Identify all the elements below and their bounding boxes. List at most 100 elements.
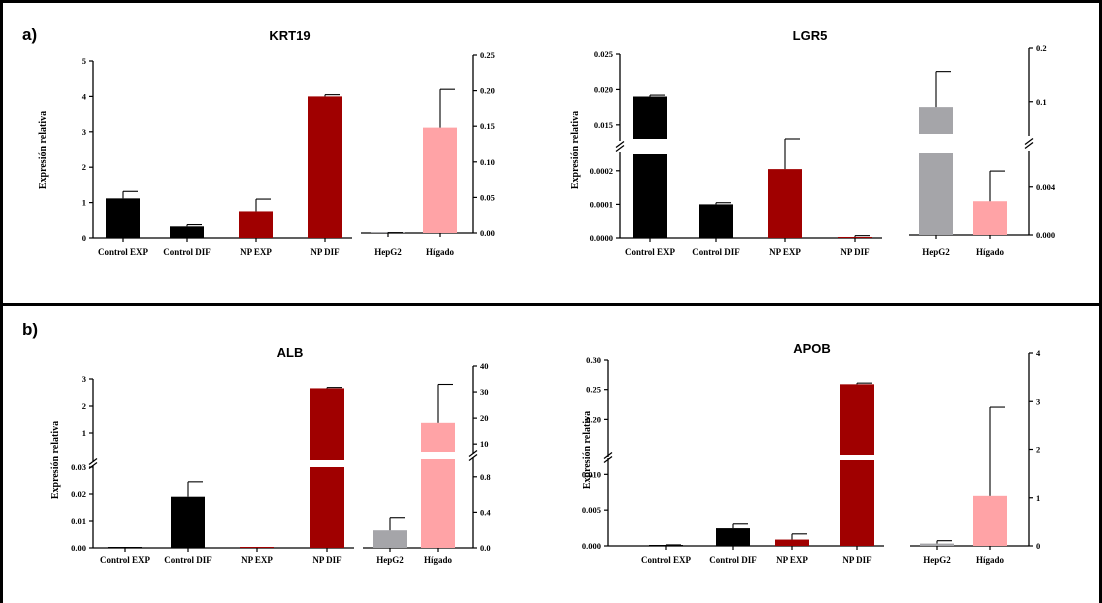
alb-chart-bar-hepg2: [373, 530, 407, 548]
alb-chart-left-tick-label: 2: [82, 401, 86, 411]
alb-chart-right-tick-label: 0.0: [480, 543, 491, 553]
alb-chart-right-tick-label: 30: [480, 387, 489, 397]
lgr5-chart-bar-control-dif: [699, 204, 733, 238]
alb-chart-category-label: Control DIF: [164, 555, 212, 565]
krt19-chart-right-tick-label: 0.10: [480, 157, 495, 167]
apob-chart-right-tick-label: 4: [1036, 348, 1041, 358]
lgr5-chart-left-break-mark: [615, 140, 625, 149]
alb-chart-ylabel: Expresión relativa: [50, 421, 61, 499]
lgr5-chart-left-tick-label: 0.025: [594, 49, 613, 59]
apob-chart-right-tick-label: 3: [1036, 396, 1040, 406]
alb-chart-bar-control-exp: [108, 547, 142, 548]
alb-chart-bar-np-dif: [310, 467, 344, 548]
apob-chart-bar-np-dif: [840, 460, 874, 546]
apob-chart-category-label: Control DIF: [709, 555, 757, 565]
alb-chart-bar-control-dif: [171, 496, 205, 548]
alb-chart-bar-np-dif-upper: [310, 388, 344, 460]
apob-chart-left-break-mark: [603, 451, 613, 460]
apob-chart-bar-np-exp: [775, 539, 809, 546]
apob-chart-left-tick-label: 0.000: [582, 541, 601, 551]
alb-chart-left-tick-label: 0.02: [71, 489, 86, 499]
apob-chart-bar-control-exp: [649, 545, 683, 546]
krt19-chart-right-tick-label: 0.00: [480, 228, 495, 238]
krt19-chart-right-tick-label: 0.15: [480, 121, 495, 131]
lgr5-chart-bar-control-exp-upper: [633, 96, 667, 139]
alb-chart-right-tick-label: 10: [480, 439, 489, 449]
lgr5-chart-title: LGR5: [793, 28, 828, 43]
apob-chart-left-tick-label: 0.20: [586, 414, 601, 424]
apob-chart-category-label: NP EXP: [776, 555, 808, 565]
krt19-chart-category-label: NP DIF: [310, 247, 340, 257]
lgr5-chart-right-break-mark: [1024, 137, 1034, 146]
lgr5-chart-ylabel: Expresión relativa: [570, 111, 581, 189]
apob-chart-right-tick-label: 2: [1036, 445, 1040, 455]
panel-b-frame: [0, 303, 1102, 603]
lgr5-chart-right-tick-label: 0.000: [1036, 230, 1055, 240]
apob-chart-left-tick-label: 0.005: [582, 505, 601, 515]
apob-chart-title: APOB: [793, 341, 831, 356]
alb-chart-category-label: Hígado: [424, 555, 453, 565]
apob-chart-ylabel: Expresión relativa: [582, 411, 593, 489]
lgr5-chart-category-label: Control DIF: [692, 247, 740, 257]
krt19-chart-category-label: Hígado: [426, 247, 455, 257]
lgr5-chart-left-tick-label: 0.0001: [590, 199, 613, 209]
lgr5-chart-right-tick-label: 0.2: [1036, 43, 1047, 53]
lgr5-chart-right-tick-label: 0.1: [1036, 97, 1047, 107]
krt19-chart-ylabel: Expresión relativa: [38, 111, 49, 189]
lgr5-chart-left-tick-label: 0.0002: [590, 166, 613, 176]
krt19-chart-left-tick-label: 2: [82, 162, 86, 172]
krt19-chart-bar-control-dif: [170, 226, 204, 238]
krt19-chart-left-tick-label: 3: [82, 127, 86, 137]
alb-chart-left-break-mark: [88, 457, 98, 466]
panel-a-letter: a): [22, 25, 37, 44]
lgr5-chart-bar-np-dif: [838, 236, 872, 238]
lgr5-chart-right-break-mark: [1024, 141, 1034, 150]
apob-chart-right-tick-label: 0: [1036, 541, 1040, 551]
krt19-chart-right-tick-label: 0.25: [480, 50, 495, 60]
alb-chart-left-tick-label: 0.03: [71, 462, 86, 472]
lgr5-chart-category-label: Control EXP: [625, 247, 676, 257]
krt19-chart-left-tick-label: 5: [82, 56, 86, 66]
apob-chart-category-label: Hígado: [976, 555, 1005, 565]
lgr5-chart-left-tick-label: 0.020: [594, 84, 613, 94]
lgr5-chart-category-label: NP EXP: [769, 247, 801, 257]
alb-chart-category-label: NP DIF: [312, 555, 342, 565]
lgr5-chart-category-label: NP DIF: [840, 247, 870, 257]
apob-chart-left-break-mark: [603, 455, 613, 464]
krt19-chart-bar-control-exp: [106, 198, 140, 238]
lgr5-chart-bar-control-exp: [633, 154, 667, 238]
krt19-chart-category-label: NP EXP: [240, 247, 272, 257]
krt19-chart-left-tick-label: 0: [82, 233, 86, 243]
alb-chart-right-tick-label: 40: [480, 361, 489, 371]
apob-chart-bar-np-dif-upper: [840, 384, 874, 455]
alb-chart-right-break-mark: [468, 453, 478, 462]
lgr5-chart-bar-hepg2: [919, 153, 953, 235]
lgr5-chart-left-tick-label: 0.0000: [590, 233, 613, 243]
alb-chart-category-label: Control EXP: [100, 555, 151, 565]
alb-chart-left-tick-label: 1: [82, 428, 86, 438]
alb-chart-bar-np-exp: [240, 547, 274, 548]
apob-chart-category-label: HepG2: [923, 555, 951, 565]
lgr5-chart-left-break-mark: [615, 144, 625, 153]
krt19-chart-right-tick-label: 0.05: [480, 192, 495, 202]
krt19-chart-category-label: Control DIF: [163, 247, 211, 257]
lgr5-chart-bar-hepg2-upper: [919, 107, 953, 134]
krt19-chart-bar-np-exp: [239, 211, 273, 238]
lgr5-chart-bar-h-gado: [973, 201, 1007, 235]
lgr5-chart-right-tick-label: 0.004: [1036, 182, 1056, 192]
krt19-chart-bar-h-gado: [423, 127, 457, 233]
krt19-chart-right-tick-label: 0.20: [480, 86, 495, 96]
krt19-chart-category-label: HepG2: [374, 247, 402, 257]
lgr5-chart-left-tick-label: 0.015: [594, 120, 613, 130]
apob-chart-category-label: Control EXP: [641, 555, 692, 565]
apob-chart-right-tick-label: 1: [1036, 493, 1040, 503]
apob-chart-bar-hepg2: [920, 543, 954, 546]
apob-chart-category-label: NP DIF: [842, 555, 872, 565]
alb-chart-title: ALB: [277, 345, 304, 360]
alb-chart-right-tick-label: 0.4: [480, 507, 491, 517]
apob-chart-left-tick-label: 0.25: [586, 385, 601, 395]
alb-chart-bar-h-gado-upper: [421, 422, 455, 452]
alb-chart-right-break-mark: [468, 449, 478, 458]
